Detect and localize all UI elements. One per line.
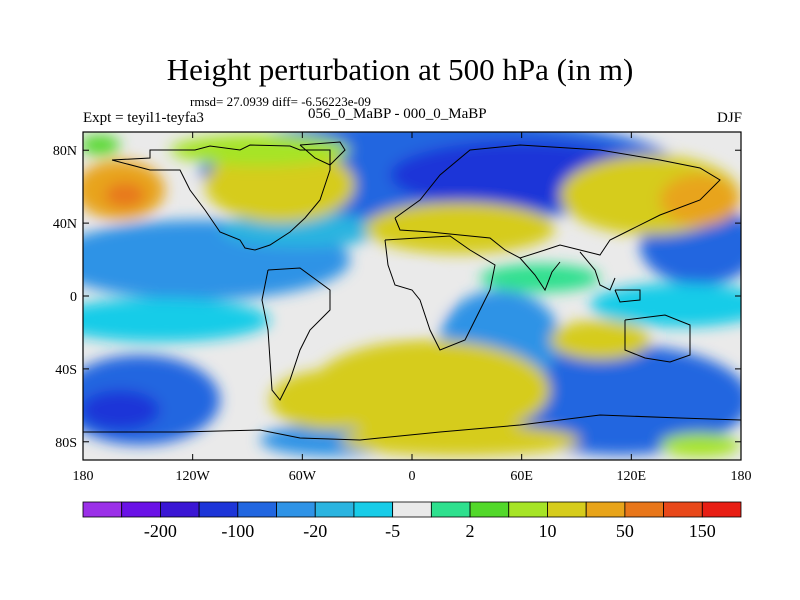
colorbar-swatch	[82, 501, 123, 518]
lat-tick-label: 40N	[53, 217, 77, 232]
colorbar-label: 2	[466, 521, 475, 541]
longitude-axis: 180 120W 60W 0 60E 120E 180	[73, 132, 752, 484]
colorbar-swatch	[547, 501, 587, 518]
latitude-axis: 80N 40N 0 40S 80S	[53, 144, 741, 451]
colorbar-label: -100	[221, 521, 254, 541]
lon-tick-label: 120E	[617, 469, 647, 484]
colorbar-label: -5	[385, 521, 400, 541]
colorbar-swatch	[121, 501, 161, 518]
statistics-label: rmsd= 27.0939 diff= -6.56223e-09	[190, 94, 371, 109]
lat-tick-label: 40S	[55, 363, 77, 378]
colorbar-swatch	[624, 501, 664, 518]
colorbar-label: -200	[144, 521, 177, 541]
lon-tick-label: 180	[73, 469, 94, 484]
colorbar-swatch	[160, 501, 200, 518]
colorbar-label: -20	[303, 521, 327, 541]
colorbar-swatch	[314, 501, 355, 518]
colorbar-swatch	[701, 501, 742, 518]
lat-tick-label: 80S	[55, 436, 77, 451]
colorbar-swatch	[663, 501, 703, 518]
lon-tick-label: 180	[731, 469, 752, 484]
colorbar-swatch	[237, 501, 277, 518]
colorbar: -200 -100 -20 -5 2 10 50 150	[82, 501, 742, 541]
lat-tick-label: 80N	[53, 144, 77, 159]
experiment-label: Expt = teyil1-teyfa3	[83, 110, 204, 126]
plot-title: Height perturbation at 500 hPa (in m)	[166, 52, 634, 87]
colorbar-swatch	[430, 501, 471, 518]
colorbar-swatch	[508, 501, 548, 518]
colorbar-swatch	[585, 501, 626, 518]
colorbar-swatch	[392, 501, 432, 518]
lon-tick-label: 0	[409, 469, 416, 484]
season-label: DJF	[716, 110, 742, 126]
coastline-outlines	[83, 141, 741, 441]
colorbar-label: 50	[616, 521, 634, 541]
colorbar-swatch	[353, 501, 394, 518]
colorbar-label: 10	[538, 521, 556, 541]
lon-tick-label: 60W	[289, 469, 317, 484]
colorbar-label: 150	[689, 521, 716, 541]
colorbar-swatch	[198, 501, 239, 518]
lon-tick-label: 60E	[510, 469, 533, 484]
colorbar-swatch	[276, 501, 316, 518]
lon-tick-label: 120W	[176, 469, 211, 484]
colorbar-swatch	[469, 501, 510, 518]
difference-label: 056_0_MaBP - 000_0_MaBP	[308, 106, 487, 122]
lat-tick-label: 0	[70, 290, 77, 305]
